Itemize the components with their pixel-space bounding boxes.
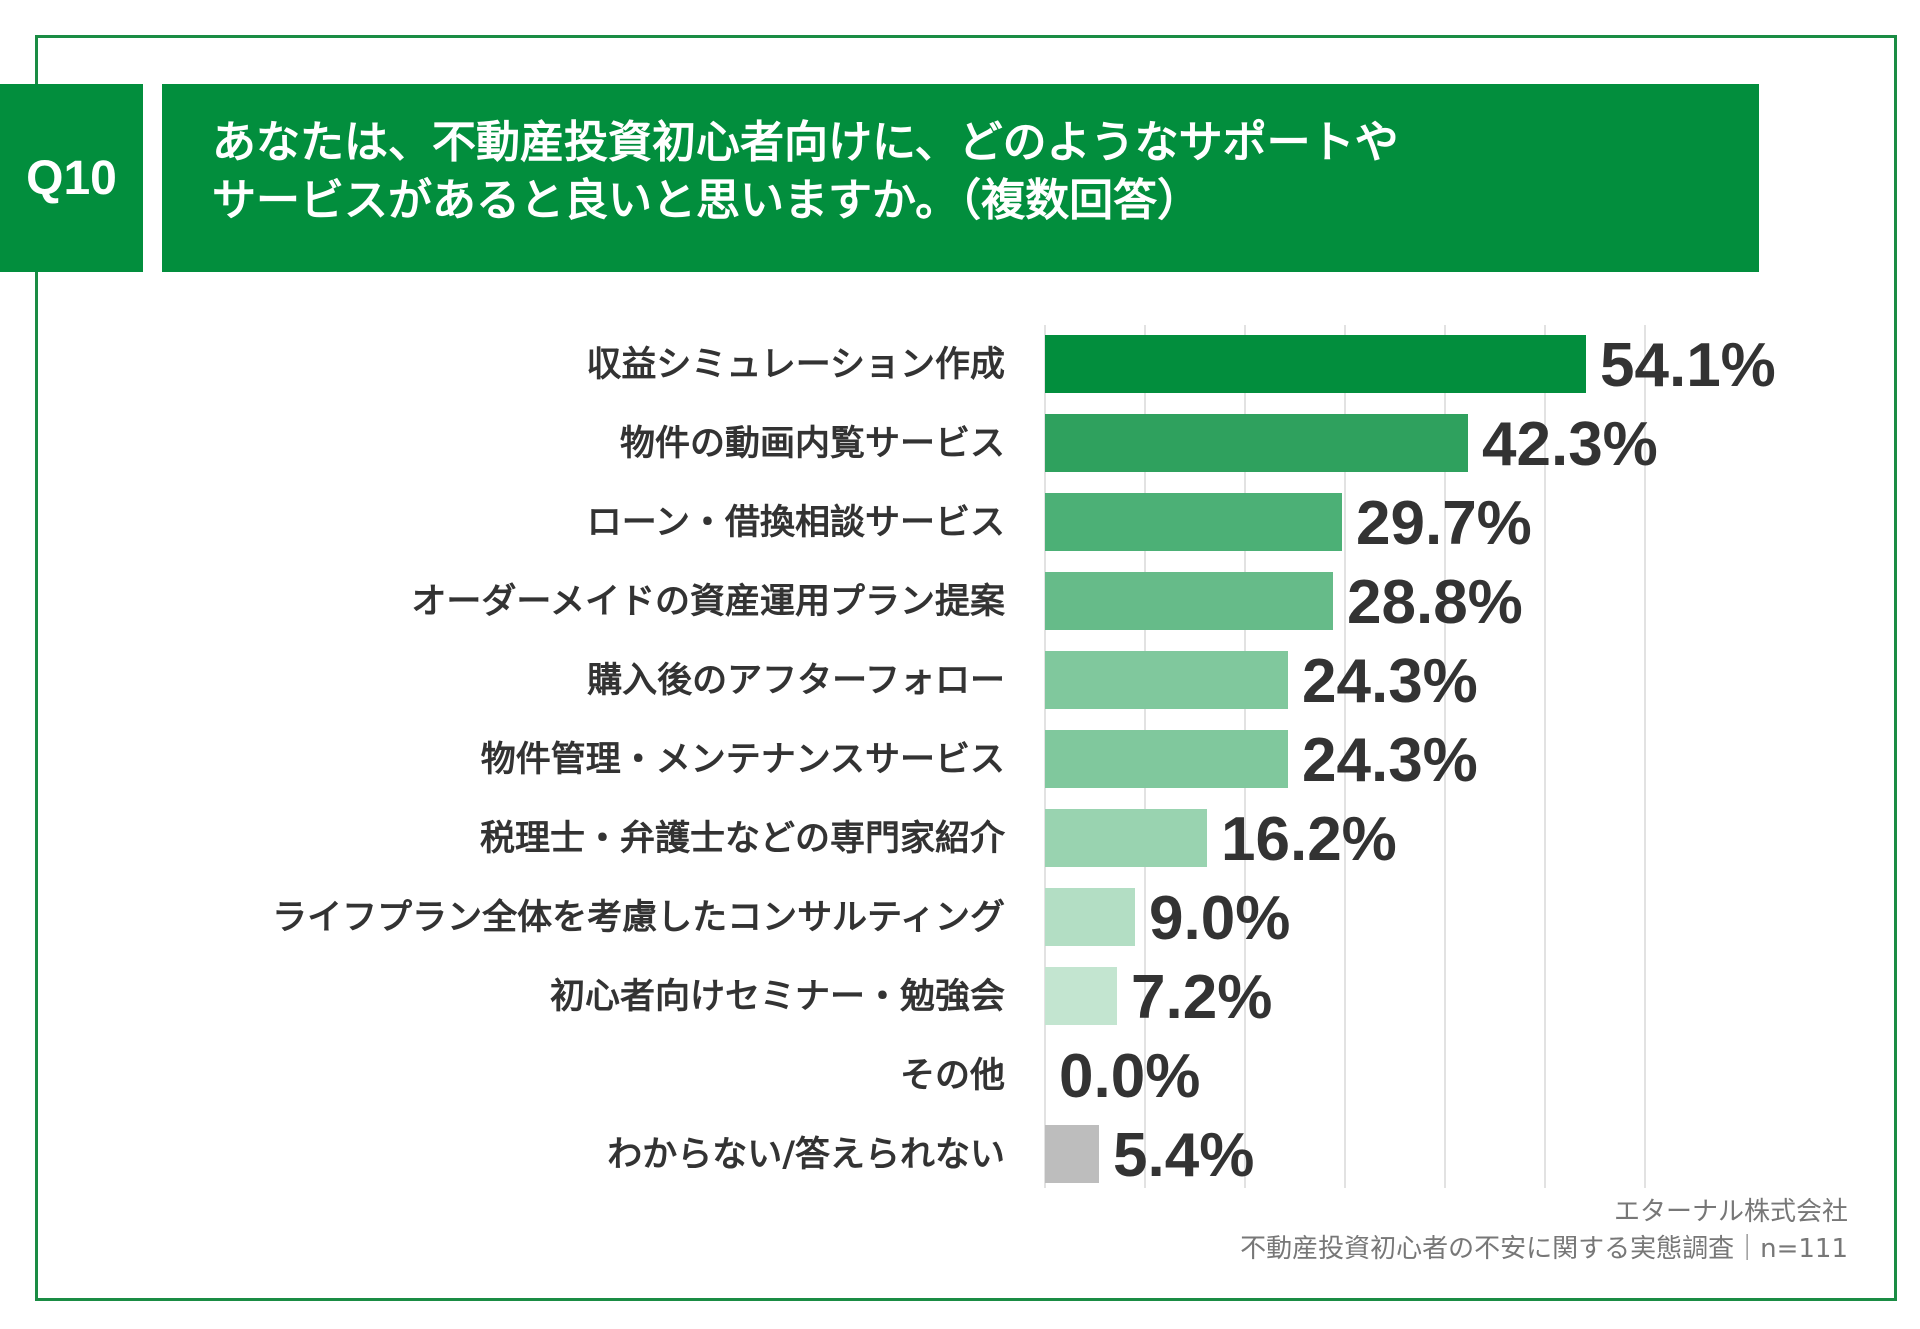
question-title-line-2: サービスがあると良いと思いますか。（複数回答） xyxy=(212,175,1202,226)
value-label: 0.0% xyxy=(1059,1042,1200,1111)
question-title-box: あなたは、不動産投資初心者向けに、どのようなサポートや サービスがあると良いと思… xyxy=(162,84,1759,272)
question-title-line-1: あなたは、不動産投資初心者向けに、どのようなサポートや xyxy=(212,117,1399,168)
bar xyxy=(1045,809,1207,867)
company-name: エターナル株式会社 xyxy=(1613,1197,1848,1227)
bar xyxy=(1045,493,1342,551)
bar xyxy=(1045,335,1586,393)
value-label: 16.2% xyxy=(1221,805,1397,874)
question-badge: Q10 xyxy=(0,84,143,272)
category-label: わからない/答えられない xyxy=(607,1135,1005,1175)
bar xyxy=(1045,888,1135,946)
value-label: 28.8% xyxy=(1347,568,1523,637)
category-label: 物件管理・メンテナンスサービス xyxy=(481,740,1005,780)
category-label: その他 xyxy=(900,1056,1005,1096)
value-label: 5.4% xyxy=(1113,1121,1254,1190)
value-label: 54.1% xyxy=(1600,331,1776,400)
value-label: 24.3% xyxy=(1302,647,1478,716)
category-label: 物件の動画内覧サービス xyxy=(620,424,1005,464)
category-label: ローン・借換相談サービス xyxy=(587,503,1005,543)
category-label: ライフプラン全体を考慮したコンサルティング xyxy=(272,897,1005,938)
value-label: 7.2% xyxy=(1131,963,1272,1032)
value-label: 9.0% xyxy=(1149,884,1290,953)
category-label: 収益シミュレーション作成 xyxy=(586,345,1005,385)
category-label: 税理士・弁護士などの専門家紹介 xyxy=(480,819,1006,859)
survey-name: 不動産投資初心者の不安に関する実態調査｜n=111 xyxy=(1240,1234,1848,1264)
bar xyxy=(1045,1125,1099,1183)
category-label: 購入後のアフターフォロー xyxy=(587,661,1005,701)
bars xyxy=(1045,335,1586,1183)
category-label: オーダーメイドの資産運用プラン提案 xyxy=(411,582,1006,622)
value-label: 24.3% xyxy=(1302,726,1478,795)
value-label: 29.7% xyxy=(1356,489,1532,558)
value-label: 42.3% xyxy=(1482,410,1658,479)
bar xyxy=(1045,572,1333,630)
bar xyxy=(1045,730,1288,788)
category-label: 初心者向けセミナー・勉強会 xyxy=(550,977,1005,1017)
source-footer: エターナル株式会社 不動産投資初心者の不安に関する実態調査｜n=111 xyxy=(1240,1194,1848,1268)
chart-frame xyxy=(35,35,1897,1301)
bar xyxy=(1045,414,1468,472)
bar xyxy=(1045,967,1117,1025)
bar xyxy=(1045,651,1288,709)
value-labels: 54.1% 42.3% 29.7% 28.8% 24.3% 24.3% 16.2% 9.0% 7… xyxy=(1059,331,1776,1190)
category-labels: 収益シミュレーション作成物件の動画内覧サービスローン・借換相談サービスオーダーメ… xyxy=(272,345,1006,1175)
